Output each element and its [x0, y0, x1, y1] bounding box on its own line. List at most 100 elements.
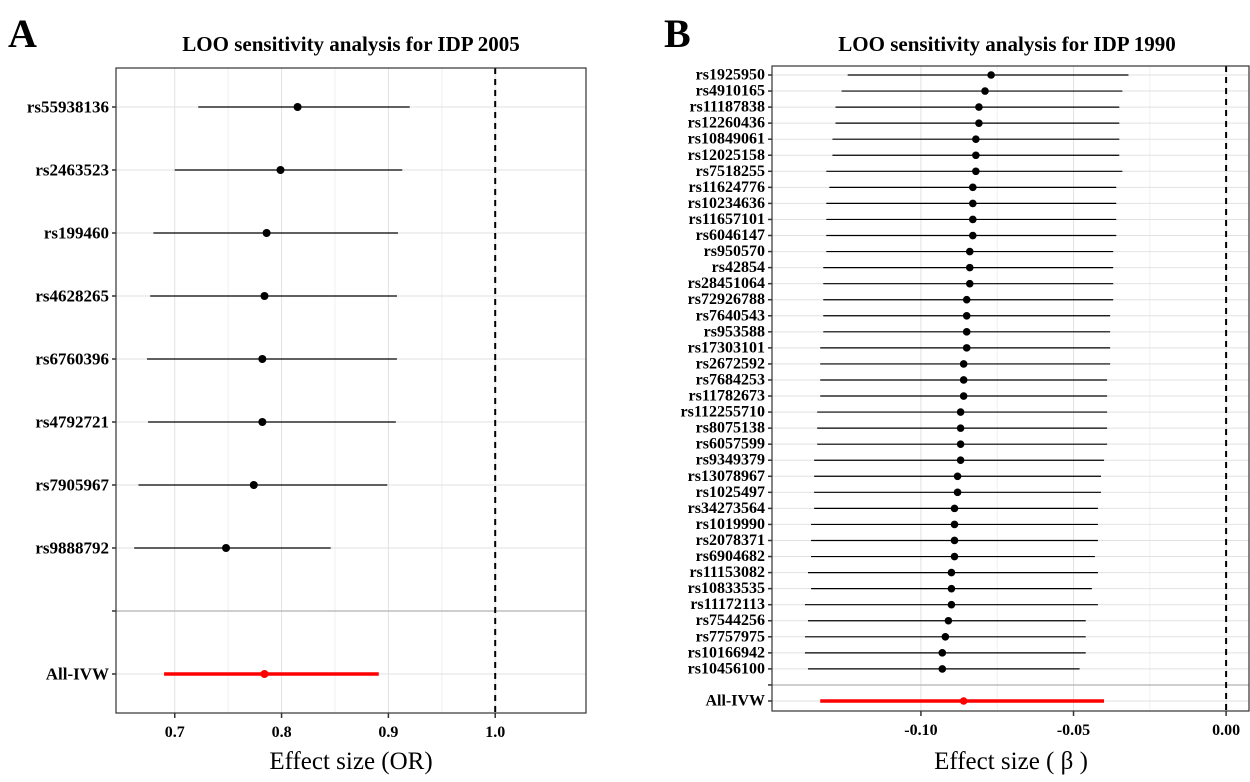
panel-a-title: LOO sensitivity analysis for IDP 2005: [182, 32, 520, 56]
panel-b-plot-border: [771, 65, 1250, 712]
panel-b-point: [962, 295, 971, 304]
panel-b-row-label: rs11153082: [689, 564, 765, 581]
panel-b-point: [941, 632, 950, 641]
panel-b-row-label: rs42854: [712, 259, 765, 276]
panel-b-point: [947, 568, 956, 577]
panel-b-point: [965, 263, 974, 272]
panel-a-row-label: rs6760396: [35, 350, 109, 369]
panel-b-row-label: rs34273564: [688, 500, 765, 517]
panel-b-point: [950, 536, 959, 545]
panel-a-x-axis-label: Effect size (OR): [269, 748, 433, 775]
panel-b-row-label: rs6046147: [696, 227, 765, 244]
panel-a-row-label: rs9888792: [35, 539, 109, 558]
panel-b-row-label: rs1925950: [696, 67, 765, 84]
panel-b-point: [938, 649, 947, 657]
panel-a-point: [260, 670, 269, 678]
panel-b-row-label: rs112255710: [681, 404, 765, 421]
panel-b-title: LOO sensitivity analysis for IDP 1990: [838, 32, 1176, 56]
panel-b-point: [959, 376, 968, 384]
panel-b-x-axis-label: Effect size ( β ): [934, 748, 1088, 775]
panel-b-point: [975, 103, 983, 111]
panel-b-point: [953, 472, 962, 481]
panel-a-letter: A: [8, 11, 37, 56]
panel-b-row-label: rs10833535: [688, 580, 765, 597]
panel-a-row-label: rs199460: [44, 224, 109, 243]
panel-b-x-tick-label: 0.00: [1212, 722, 1240, 739]
panel-b-point: [959, 697, 968, 705]
panel-b-row-label: rs950570: [704, 243, 765, 260]
panel-b-point: [972, 135, 980, 144]
panel-b-row-label: rs12260436: [688, 115, 765, 132]
panel-a-x-tick-label: 0.9: [378, 724, 398, 741]
panel-b-row-label: rs8075138: [696, 420, 765, 437]
panel-b-point: [959, 392, 968, 400]
panel-b-row-label: rs11624776: [689, 179, 765, 196]
panel-a-x-tick-label: 0.8: [272, 724, 292, 741]
panel-b-point: [972, 151, 980, 160]
panel-b-point: [950, 520, 959, 529]
panel-a-point: [276, 166, 285, 174]
panel-b-row-label: rs12025158: [688, 147, 765, 164]
panel-b-letter: B: [664, 11, 691, 56]
panel-a-point: [258, 355, 267, 363]
panel-b-row-label: rs72926788: [688, 291, 765, 308]
panel-b-point: [938, 665, 947, 673]
panel-b-row-label: rs11657101: [689, 211, 765, 228]
panel-a-row-label: rs7905967: [35, 476, 109, 495]
panel-a-plot-border: [115, 67, 587, 714]
panel-a-row-label: rs55938136: [27, 98, 109, 117]
panel-a-x-tick-label: 1.0: [485, 724, 505, 741]
panel-b-point: [969, 183, 977, 192]
panel-b-row-label: rs1019990: [696, 516, 765, 533]
panel-b-row-label: rs9349379: [696, 452, 765, 469]
panel-b-row-label: rs11172113: [690, 596, 765, 613]
panel-b-row-label: rs17303101: [688, 339, 765, 356]
panel-a-point: [222, 544, 231, 552]
panel-b-point: [965, 279, 974, 288]
panel-b-point: [987, 71, 995, 79]
panel-b-row-label: rs4910165: [696, 83, 765, 100]
panel-a-point: [249, 481, 258, 489]
panel-a-point: [293, 103, 302, 111]
panel-b-row-label: rs7640543: [696, 307, 765, 324]
panel-a-row-label: All-IVW: [46, 665, 109, 684]
panel-b-point: [975, 119, 983, 127]
panel-b-point: [969, 215, 977, 224]
panel-b-point: [956, 456, 965, 465]
panel-b-row-label: rs7544256: [696, 612, 765, 629]
panel-b-row-label: rs2078371: [696, 532, 765, 549]
panel-a-point: [258, 418, 267, 426]
panel-a-x-tick-label: 0.7: [165, 724, 185, 741]
panel-b-row-label: rs6904682: [696, 548, 765, 565]
panel-b-point: [947, 584, 956, 593]
panel-b-point: [972, 167, 980, 176]
panel-b-row-label: rs10849061: [688, 131, 765, 148]
panel-a-point: [262, 229, 271, 237]
panel-b-row-label: All-IVW: [705, 693, 765, 710]
panel-b-row-label: rs6057599: [696, 436, 765, 453]
panel-b-x-tick-label: -0.10: [904, 722, 937, 739]
panel-b-point: [959, 360, 968, 368]
panel-b-row-label: rs7684253: [696, 371, 765, 388]
panel-b-point: [953, 488, 962, 497]
panel-b-row-label: rs11782673: [689, 388, 765, 405]
panel-b-point: [944, 616, 953, 625]
panel-a-row-label: rs4628265: [35, 287, 109, 306]
panel-b-row-label: rs2672592: [696, 355, 765, 372]
panel-b-row-label: rs28451064: [688, 275, 765, 292]
panel-b-point: [956, 440, 965, 448]
panel-b-row-label: rs11187838: [689, 99, 765, 116]
panel-a-row-label: rs2463523: [35, 161, 109, 180]
panel-b-x-tick-label: -0.05: [1057, 722, 1090, 739]
panel-b-row-label: rs7757975: [696, 628, 765, 645]
panel-b-point: [950, 552, 959, 561]
panel-b-row-label: rs10166942: [688, 644, 765, 661]
panel-b-point: [950, 504, 959, 513]
panel-b-row-label: rs10234636: [688, 195, 765, 212]
panel-b-row-label: rs953588: [704, 323, 765, 340]
panel-b-point: [962, 328, 971, 336]
panel-b-point: [969, 199, 977, 208]
panel-b-point: [981, 87, 989, 95]
